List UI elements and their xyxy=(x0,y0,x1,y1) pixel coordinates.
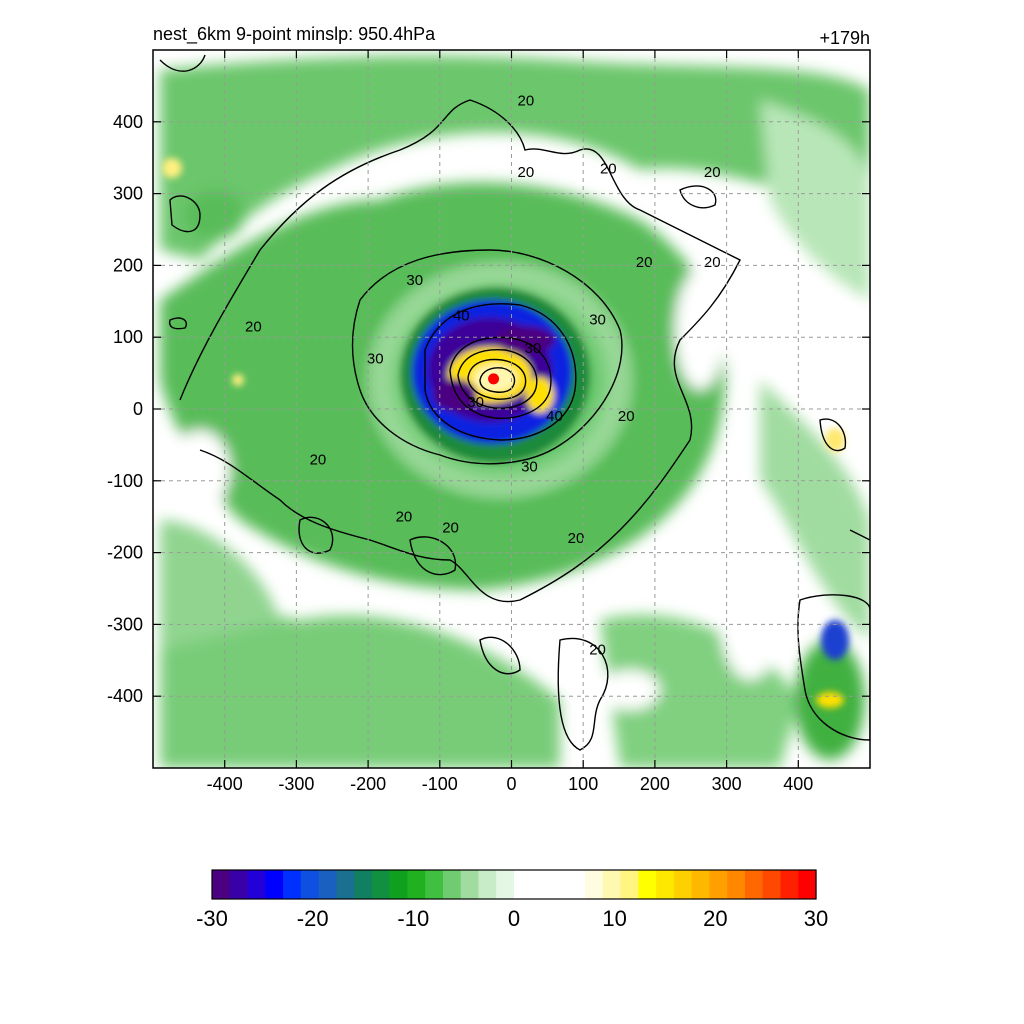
colorbar-swatch xyxy=(762,870,782,899)
colorbar-swatch xyxy=(460,870,480,899)
contour-label: 20 xyxy=(396,509,413,526)
contour-label: 20 xyxy=(704,254,721,271)
chart-title-left: nest_6km 9-point minslp: 950.4hPa xyxy=(153,24,436,45)
colorbar-swatch xyxy=(549,870,568,899)
colorbar-swatch xyxy=(585,870,604,899)
colorbar-swatch xyxy=(780,870,799,899)
colorbar-swatch xyxy=(727,870,746,899)
contour-label: 30 xyxy=(467,394,484,411)
y-tick-label: -400 xyxy=(107,686,143,706)
colorbar-tick-label: -20 xyxy=(297,906,329,931)
colorbar-swatch xyxy=(389,870,409,899)
contour-label: 20 xyxy=(245,318,262,335)
contour-label: 20 xyxy=(618,408,635,425)
x-axis: -400 -300 -200 -100 0 100 200 300 400 xyxy=(207,50,813,794)
chart-title-right: +179h xyxy=(819,28,870,48)
contour-label: 30 xyxy=(525,340,542,357)
contour-label: 20 xyxy=(568,530,585,547)
shaded-field: 20 20 20 20 20 20 20 20 20 20 20 20 20 30 30 30 30 30 30 40… xyxy=(153,50,870,768)
colorbar-swatch xyxy=(673,870,693,899)
colorbar-swatch xyxy=(478,870,497,899)
y-tick-label: 300 xyxy=(113,184,143,204)
colorbar-tick-label: 10 xyxy=(602,906,626,931)
y-tick-label: -200 xyxy=(107,543,143,563)
colorbar-swatch xyxy=(336,870,355,899)
x-tick-label: 100 xyxy=(568,774,598,794)
colorbar-tick-label: 0 xyxy=(508,906,520,931)
contour-label: 20 xyxy=(636,254,653,271)
contour-label: 20 xyxy=(704,164,721,181)
contour-label: 30 xyxy=(367,351,384,368)
y-tick-label: 0 xyxy=(133,399,143,419)
colorbar-swatch xyxy=(798,870,817,899)
contour-label: 20 xyxy=(310,451,327,468)
colorbar-swatch xyxy=(602,870,622,899)
colorbar-tick-label: -10 xyxy=(397,906,429,931)
x-tick-label: -100 xyxy=(422,774,458,794)
contour-label: 20 xyxy=(442,519,459,536)
x-tick-label: 0 xyxy=(506,774,516,794)
contour-label: 20 xyxy=(600,160,617,177)
y-tick-label: 200 xyxy=(113,255,143,275)
y-tick-label: -100 xyxy=(107,471,143,491)
colorbar-swatch xyxy=(265,870,284,899)
colorbar-swatch xyxy=(567,870,586,899)
contour-labels: 20 20 20 20 20 20 20 20 20 20 20 20 20 30 30 30 30 30 30 40… xyxy=(245,92,721,658)
colorbar-swatch xyxy=(638,870,657,899)
colorbar-swatch xyxy=(354,870,373,899)
colorbar-swatch xyxy=(283,870,302,899)
colorbar-swatch xyxy=(371,870,391,899)
colorbar-swatch xyxy=(212,870,231,899)
x-tick-label: 400 xyxy=(783,774,813,794)
y-axis: 400 300 200 100 0 -100 -200 -300 -400 xyxy=(107,112,870,706)
contour-label: 30 xyxy=(521,458,538,475)
colorbar-swatch xyxy=(247,870,266,899)
x-tick-label: 200 xyxy=(640,774,670,794)
colorbar-swatch xyxy=(229,870,249,899)
x-tick-label: -300 xyxy=(278,774,314,794)
colorbar-frame xyxy=(211,869,817,900)
colorbar-swatch xyxy=(620,870,639,899)
colorbar-swatch xyxy=(407,870,426,899)
contour-label: 40 xyxy=(546,408,563,425)
x-tick-label: -200 xyxy=(350,774,386,794)
colorbar-swatch xyxy=(442,870,462,899)
x-tick-label: -400 xyxy=(207,774,243,794)
storm-center-marker xyxy=(488,373,500,385)
colorbar-swatch xyxy=(531,870,551,899)
colorbar: -30 -20 -10 0 10 20 30 xyxy=(196,869,828,931)
contour-label: 40 xyxy=(453,308,470,325)
y-tick-label: 400 xyxy=(113,112,143,132)
contour-lines xyxy=(159,54,870,751)
y-tick-label: 100 xyxy=(113,327,143,347)
colorbar-swatch xyxy=(318,870,337,899)
contour-label: 20 xyxy=(517,164,534,181)
colorbar-swatch xyxy=(425,870,444,899)
contour-label: 30 xyxy=(589,311,606,328)
contour-label: 30 xyxy=(406,272,423,289)
colorbar-swatch xyxy=(300,870,320,899)
colorbar-swatch xyxy=(691,870,711,899)
contour-label: 20 xyxy=(589,642,606,659)
colorbar-tick-label: 30 xyxy=(804,906,828,931)
colorbar-swatch xyxy=(496,870,515,899)
colorbar-tick-label: 20 xyxy=(703,906,727,931)
colorbar-swatch xyxy=(656,870,675,899)
colorbar-tick-label: -30 xyxy=(196,906,228,931)
contour-label: 20 xyxy=(517,92,534,109)
y-tick-label: -300 xyxy=(107,614,143,634)
colorbar-swatch xyxy=(709,870,728,899)
colorbar-swatch xyxy=(514,870,533,899)
x-tick-label: 300 xyxy=(712,774,742,794)
colorbar-swatch xyxy=(744,870,764,899)
